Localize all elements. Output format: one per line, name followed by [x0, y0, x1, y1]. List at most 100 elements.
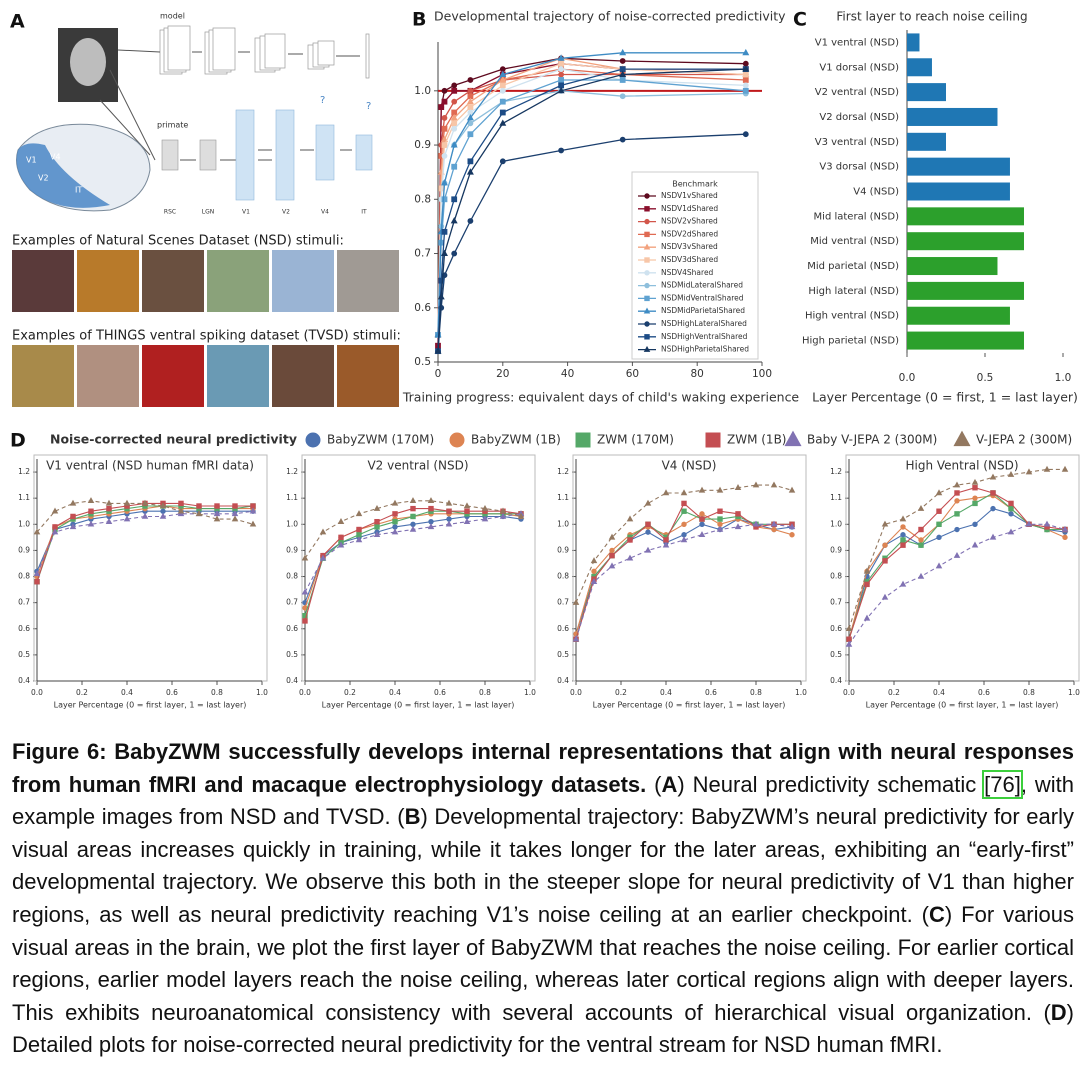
marker — [88, 508, 94, 514]
marker — [882, 558, 888, 564]
legend-label: NSDMidVentralShared — [661, 293, 744, 302]
y-tick-label: 0.7 — [557, 598, 569, 607]
marker — [662, 541, 670, 548]
marker — [427, 523, 435, 530]
legend-marker — [644, 270, 650, 276]
y-tick-label: 1.2 — [18, 467, 30, 476]
y-tick-label: 0.7 — [286, 598, 298, 607]
marker — [1043, 520, 1051, 527]
marker — [499, 512, 507, 519]
marker — [159, 502, 167, 509]
marker — [742, 131, 749, 138]
marker — [441, 142, 448, 148]
marker — [558, 66, 565, 73]
marker — [428, 518, 434, 525]
nsd-images — [12, 250, 399, 312]
legend-label: NSDV3vShared — [661, 242, 718, 251]
chart-title: Noise-corrected neural predictivity — [50, 432, 297, 447]
marker — [591, 568, 597, 575]
marker — [105, 518, 113, 524]
marker — [1061, 465, 1069, 472]
y-tick-label: 0.5 — [18, 650, 30, 659]
y-tick-label: 1.2 — [286, 467, 298, 476]
y-tick-label: 0.8 — [830, 572, 842, 581]
marker — [445, 499, 453, 506]
arrows — [99, 49, 360, 161]
marker — [954, 511, 960, 517]
marker — [770, 481, 778, 488]
marker — [680, 489, 688, 496]
marker — [409, 525, 417, 532]
y-tick-label: 0.6 — [286, 624, 298, 633]
x-tick-label: 80 — [691, 368, 704, 380]
x-tick-label: 0.6 — [166, 688, 178, 697]
marker — [627, 537, 633, 543]
marker — [451, 196, 458, 203]
marker — [451, 120, 458, 127]
marker — [752, 520, 760, 527]
marker — [971, 478, 979, 485]
marker — [590, 557, 598, 564]
marker — [438, 277, 445, 284]
y-tick-label: 0.6 — [414, 302, 431, 314]
stage-label: IT — [361, 209, 367, 216]
marker — [499, 507, 507, 514]
legend-marker — [643, 345, 651, 352]
x-tick-label: 0.4 — [933, 688, 945, 697]
y-tick-label: 1.0 — [414, 85, 431, 97]
visual-cortex — [16, 143, 110, 208]
marker — [626, 515, 634, 522]
marker — [771, 526, 777, 533]
tvsd-images — [12, 345, 399, 407]
legend-label: NSDV3dShared — [661, 255, 718, 264]
marker — [177, 507, 185, 514]
caption-bold: B — [404, 804, 421, 830]
marker — [466, 168, 474, 175]
marker — [609, 552, 615, 559]
marker — [936, 508, 942, 514]
marker — [788, 486, 796, 493]
x-tick-label: 0 — [435, 368, 442, 380]
caption: Figure 6: BabyZWM successfully develops … — [12, 736, 1074, 1062]
x-tick-label: 0.2 — [615, 688, 627, 697]
marker — [1043, 465, 1051, 472]
marker — [742, 65, 750, 72]
y-tick-label: 1.0 — [286, 519, 298, 528]
marker — [1008, 511, 1014, 517]
x-tick-label: 0.4 — [121, 688, 133, 697]
marker — [249, 520, 257, 527]
y-tick-label: Mid lateral (NSD) — [814, 211, 900, 222]
marker — [69, 499, 77, 506]
marker — [338, 534, 344, 541]
marker — [1007, 528, 1015, 535]
marker — [250, 503, 256, 509]
portrait-face — [70, 38, 106, 86]
legend-marker — [644, 218, 650, 225]
legend-marker — [953, 430, 971, 447]
marker — [742, 82, 749, 89]
marker — [558, 77, 565, 83]
stage-label: LGN — [202, 209, 214, 216]
legend-marker — [305, 432, 321, 448]
marker — [374, 518, 380, 525]
bar — [907, 207, 1024, 226]
marker — [863, 567, 871, 574]
brain-label: V2 — [38, 174, 49, 183]
marker — [572, 598, 580, 605]
marker — [918, 542, 924, 548]
x-tick-label: 1.0 — [524, 688, 536, 697]
chart-title: First layer to reach noise ceiling — [836, 10, 1027, 24]
series-line — [848, 523, 1066, 645]
plot-frame — [33, 454, 268, 682]
marker — [337, 541, 345, 548]
panel-label: B — [412, 9, 426, 31]
y-tick-label: V1 ventral (NSD) — [815, 37, 899, 48]
y-tick-label: 0.5 — [557, 650, 569, 659]
marker — [935, 489, 943, 496]
marker — [558, 71, 565, 78]
panel-title: V4 (NSD) — [662, 459, 717, 473]
figure: A model primate V1 V4 V2 IT ? ? RSC LGN … — [10, 9, 1080, 710]
y-tick-label: 1.1 — [286, 493, 298, 502]
stage-label: V2 — [282, 209, 290, 216]
caption-cite[interactable]: [76] — [982, 769, 1023, 799]
